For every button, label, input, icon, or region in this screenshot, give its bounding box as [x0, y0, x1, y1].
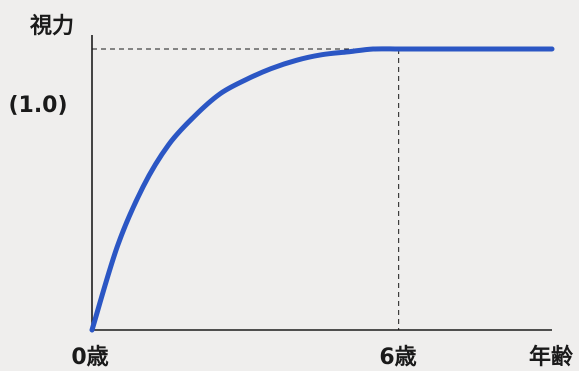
vision-curve [89, 46, 555, 333]
x-axis-label: 年齢 [529, 344, 574, 370]
x-tick-label-0: 0歳 [71, 345, 108, 370]
x-tick-label-6: 6歳 [379, 345, 416, 370]
y-tick-label: (1.0) [8, 93, 67, 118]
y-axis-label: 視力 [30, 14, 74, 39]
